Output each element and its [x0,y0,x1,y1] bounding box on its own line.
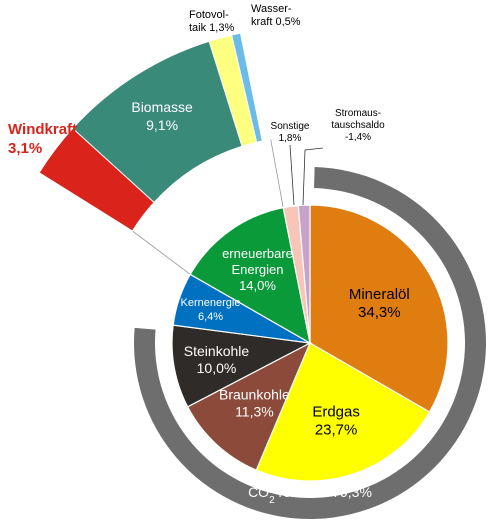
sonstige-value: 1,8% [279,133,302,144]
fotovoltaik-label: Fotovol- [189,9,229,21]
renewables-connector-group [132,139,284,275]
renewables-connector-line [270,139,284,208]
windkraft-value: 3,1% [8,140,42,157]
braunkohle-value: 11,3% [235,403,274,419]
sonstige-label: Sonstige [271,121,310,132]
stromaustausch-slice [297,204,311,344]
erdgas-value: 23,7% [315,422,358,439]
stromaustausch-value: -1,4% [345,132,371,143]
biomasse-value: 9,1% [146,117,178,133]
wasserkraft-label: Wasser- [251,3,292,15]
wasserkraft-arc [231,32,263,143]
steinkohle-value: 10,0% [197,360,237,376]
sonstige-leader-line [289,144,295,206]
erneuerbare-slice [189,206,311,345]
mineraloel-slice [309,204,449,413]
stromaustausch-leader-line [302,147,324,206]
erdgas-label: Erdgas [312,404,360,421]
wasserkraft-label: kraft 0,5% [251,16,301,28]
kernenergie-label: Kernenergie [181,297,241,309]
renewables-connector-line [132,230,191,275]
steinkohle-label: Steinkohle [184,343,250,359]
braunkohle-label: Braunkohle [219,386,290,402]
erdgas-slice [255,342,431,482]
erneuerbare-value: 14,0% [239,278,276,293]
stromaustausch-label: Stromaus- [335,108,381,119]
renewables-breakdown-group [38,32,263,232]
steinkohle-slice [171,324,312,408]
mineraloel-value: 34,3% [358,304,401,321]
inner-pie-group [171,204,449,482]
erneuerbare-label: erneuerbare [222,246,293,261]
kernenergie-value: 6,4% [198,311,223,323]
co2-relevant-label: CO2 relevant 79,3% [248,484,372,506]
fotovoltaik-label: taik 1,3% [189,22,234,34]
windkraft-label: Windkraft [8,121,77,138]
stromaustausch-label: tauschsaldo [331,120,385,131]
mineraloel-label: Mineralöl [349,286,410,303]
biomasse-label: Biomasse [131,99,193,115]
erneuerbare-label: Energien [231,262,283,277]
braunkohle-slice [186,341,312,471]
